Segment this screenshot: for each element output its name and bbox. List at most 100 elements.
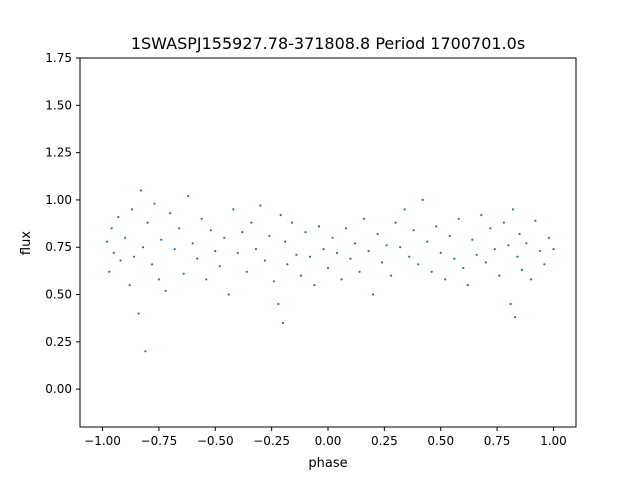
data-point — [322, 248, 325, 251]
data-point — [344, 227, 348, 230]
data-point — [286, 263, 289, 266]
data-points — [106, 189, 555, 353]
x-axis-label: phase — [308, 456, 347, 471]
x-tick-label: −1.00 — [84, 434, 121, 448]
data-point — [295, 253, 298, 256]
data-point — [254, 248, 257, 251]
data-point — [218, 265, 221, 268]
data-point — [182, 272, 185, 275]
data-point — [511, 208, 514, 211]
x-tick-label: 1.00 — [540, 434, 567, 448]
data-point — [259, 204, 262, 207]
data-point — [480, 214, 483, 217]
data-point — [169, 212, 172, 215]
data-point — [372, 293, 375, 296]
data-point — [349, 257, 352, 260]
data-point — [543, 263, 546, 266]
data-point — [354, 242, 357, 245]
x-tick-label: −0.50 — [197, 434, 234, 448]
y-tick-label: 0.00 — [45, 382, 72, 396]
data-point — [435, 225, 438, 228]
data-point — [466, 284, 469, 287]
data-point — [525, 242, 528, 245]
data-point — [518, 232, 521, 236]
data-point — [475, 253, 478, 256]
y-axis-label: flux — [19, 231, 34, 255]
data-point — [272, 280, 275, 283]
data-point — [363, 217, 366, 220]
data-point — [484, 261, 487, 264]
data-point — [417, 263, 420, 266]
y-tick-label: 0.75 — [45, 240, 72, 254]
data-point — [430, 270, 433, 273]
data-point — [381, 261, 384, 264]
data-point — [421, 198, 424, 201]
data-point — [514, 316, 517, 319]
data-point — [331, 236, 334, 239]
data-point — [299, 274, 302, 277]
x-axis-ticks: −1.00 −0.75 −0.50 −0.25 0.00 0.25 0.50 0.75 1.00 — [84, 427, 567, 448]
data-point — [196, 257, 199, 260]
data-point — [245, 270, 248, 273]
y-tick-label: 1.75 — [45, 51, 72, 65]
data-point — [444, 278, 447, 281]
x-tick-label: 0.50 — [427, 434, 454, 448]
data-point — [173, 248, 176, 251]
data-point — [263, 259, 266, 262]
data-point — [290, 221, 293, 224]
data-point — [250, 221, 253, 224]
data-point — [139, 189, 142, 192]
data-point — [308, 255, 312, 258]
data-point — [108, 270, 111, 273]
data-point — [534, 219, 537, 222]
data-point — [403, 208, 406, 211]
y-tick-label: 1.25 — [45, 146, 72, 160]
data-point — [412, 229, 415, 232]
data-point — [340, 278, 343, 281]
data-point — [457, 217, 460, 220]
data-point — [538, 249, 542, 253]
data-point — [313, 284, 316, 287]
data-point — [426, 240, 429, 243]
data-point — [241, 231, 244, 234]
data-point — [394, 221, 397, 224]
data-point — [112, 251, 115, 254]
x-tick-label: 0.25 — [371, 434, 398, 448]
data-point — [439, 251, 442, 254]
data-point — [507, 244, 510, 247]
data-point — [128, 284, 131, 287]
data-point — [326, 266, 330, 270]
data-point — [516, 255, 519, 258]
data-point — [453, 257, 456, 260]
chart-title: 1SWASPJ155927.78-371808.8 Period 1700701… — [131, 34, 525, 53]
data-point — [547, 236, 551, 239]
data-point — [493, 248, 496, 251]
data-point — [200, 217, 203, 220]
data-point — [358, 270, 361, 273]
y-tick-label: 0.25 — [45, 335, 72, 349]
data-point — [227, 293, 230, 296]
data-point — [130, 208, 133, 211]
data-point — [281, 321, 284, 324]
data-point — [376, 232, 379, 236]
data-point — [214, 249, 217, 253]
data-point — [367, 249, 370, 253]
data-point — [144, 350, 147, 353]
data-point — [146, 221, 149, 224]
data-point — [209, 229, 212, 232]
data-point — [117, 215, 120, 219]
data-point — [232, 208, 235, 211]
data-point — [552, 248, 555, 251]
data-point — [284, 240, 287, 243]
y-axis-ticks: 0.00 0.25 0.50 0.75 1.00 1.25 1.50 1.75 — [45, 51, 80, 396]
data-point — [151, 263, 154, 266]
data-point — [471, 238, 474, 241]
data-point — [268, 234, 271, 237]
data-point — [191, 242, 194, 245]
data-point — [520, 268, 524, 271]
data-point — [448, 234, 451, 237]
data-point — [142, 246, 145, 249]
